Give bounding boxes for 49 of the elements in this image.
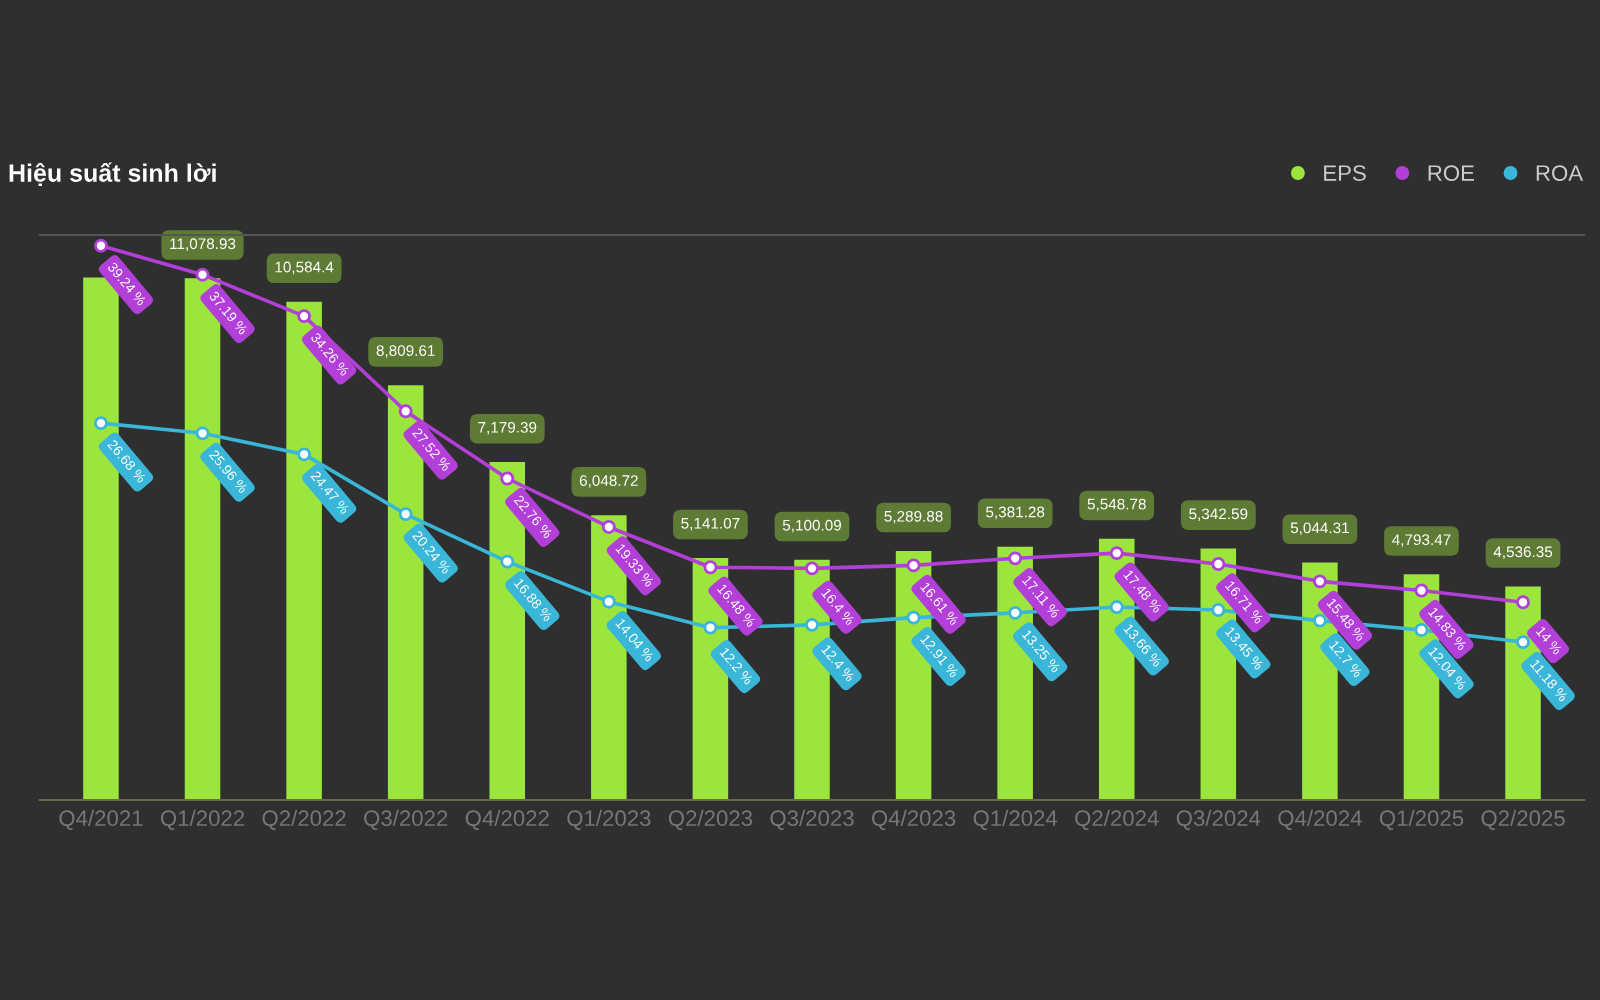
- point: [500, 554, 515, 569]
- point: [805, 617, 819, 632]
- x-tick-label: Q2/2023: [668, 809, 753, 831]
- legend-label: ROA: [1536, 165, 1584, 181]
- point: [94, 238, 108, 253]
- point: [1516, 595, 1530, 610]
- point: [1211, 557, 1226, 571]
- point: [1414, 622, 1429, 637]
- x-tick-label: Q1/2023: [567, 809, 651, 831]
- point: [195, 426, 210, 441]
- x-tick-label: Q1/2024: [973, 809, 1058, 831]
- point: [1312, 574, 1327, 589]
- chart-title: Hiệu suất sinh lời: [9, 162, 216, 187]
- point: [1312, 613, 1327, 628]
- x-tick-label: Q2/2022: [262, 809, 346, 831]
- point: [703, 560, 718, 575]
- point: [1109, 600, 1124, 614]
- point: [1109, 546, 1124, 561]
- point: [805, 561, 819, 576]
- point: [500, 471, 515, 486]
- x-tick-label: Q3/2023: [770, 809, 854, 831]
- point: [297, 309, 312, 324]
- point: [195, 267, 210, 282]
- x-tick-label: Q4/2023: [872, 809, 956, 831]
- point: [906, 610, 921, 625]
- point: [1414, 583, 1429, 598]
- point: [906, 558, 921, 573]
- legend-label: EPS: [1324, 165, 1366, 181]
- point: [297, 447, 312, 462]
- x-tick-label: Q4/2022: [465, 809, 549, 831]
- x-tick-label: Q4/2024: [1278, 809, 1362, 831]
- x-tick-label: Q1/2025: [1379, 809, 1464, 831]
- point: [398, 404, 413, 419]
- x-tick-label: Q4/2021: [59, 809, 143, 831]
- x-tick-label: Q2/2025: [1481, 809, 1565, 831]
- point: [1008, 605, 1023, 620]
- x-tick-label: Q3/2022: [364, 809, 448, 831]
- x-tick-label: Q3/2024: [1176, 809, 1261, 831]
- point: [1516, 635, 1530, 650]
- x-tick-label: Q1/2022: [160, 809, 245, 831]
- legend-label: ROE: [1428, 165, 1474, 181]
- point: [1211, 603, 1226, 617]
- point: [1008, 551, 1023, 566]
- point: [601, 520, 616, 534]
- point: [601, 594, 616, 609]
- point: [703, 620, 718, 635]
- x-tick-label: Q2/2024: [1075, 809, 1159, 831]
- point: [398, 507, 413, 522]
- point: [94, 416, 108, 431]
